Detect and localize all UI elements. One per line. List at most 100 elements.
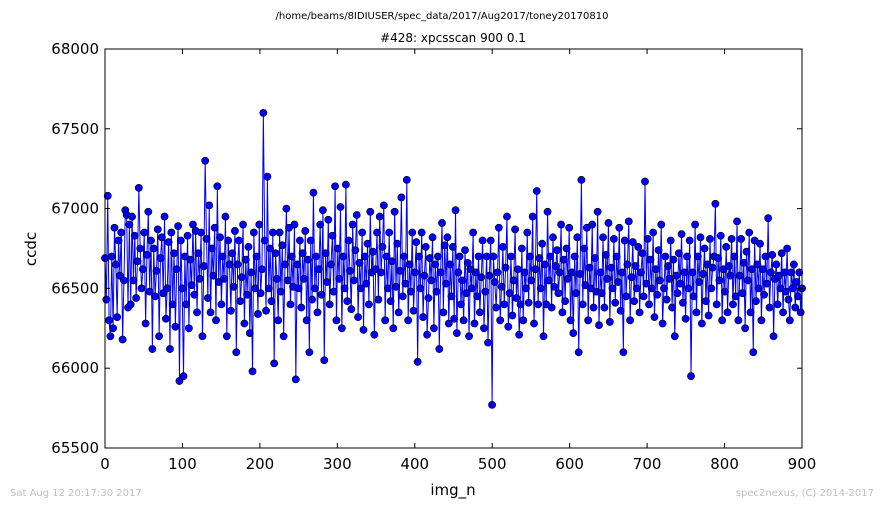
data-point	[336, 203, 345, 211]
y-tick-label: 67500	[51, 120, 99, 138]
data-point	[344, 236, 353, 245]
data-point	[611, 298, 620, 307]
data-point	[482, 252, 491, 261]
data-point	[170, 249, 178, 258]
data-point	[745, 228, 754, 237]
data-point	[712, 300, 721, 309]
data-point	[266, 244, 275, 253]
data-point	[126, 300, 135, 309]
x-tick-label: 200	[246, 455, 275, 473]
data-point	[746, 308, 755, 317]
data-point	[195, 274, 204, 283]
data-point	[699, 270, 708, 278]
data-point	[704, 311, 713, 320]
data-point	[201, 156, 210, 165]
data-point	[572, 289, 580, 298]
data-point	[540, 260, 549, 269]
y-axis-label: ccdc	[22, 232, 40, 266]
data-point	[245, 329, 254, 337]
data-point	[509, 276, 518, 285]
data-point	[406, 287, 415, 296]
data-point	[467, 284, 476, 293]
data-point	[574, 348, 583, 357]
data-point	[298, 249, 307, 258]
data-point	[634, 242, 643, 251]
data-point	[118, 335, 127, 344]
data-point	[616, 306, 625, 315]
data-point	[431, 260, 440, 269]
data-point	[524, 298, 533, 307]
data-point	[607, 263, 616, 272]
data-point	[208, 244, 216, 253]
data-point	[248, 367, 257, 376]
data-point	[339, 252, 348, 261]
data-point	[484, 338, 492, 347]
data-point	[179, 372, 188, 381]
data-point	[672, 271, 681, 280]
data-point	[488, 401, 496, 409]
data-point	[102, 295, 111, 304]
data-point	[438, 219, 446, 227]
data-point	[707, 284, 716, 293]
data-point	[792, 278, 801, 286]
data-point	[105, 316, 113, 325]
data-point	[692, 308, 701, 317]
data-point	[318, 206, 327, 215]
data-point	[392, 282, 400, 291]
data-point	[277, 287, 285, 296]
data-point	[507, 252, 515, 261]
data-point	[413, 357, 422, 366]
data-point	[231, 227, 239, 235]
x-tick-label: 400	[400, 455, 429, 473]
data-point	[294, 284, 303, 293]
data-point	[589, 303, 598, 312]
data-point	[628, 238, 637, 247]
data-point	[324, 215, 333, 224]
data-point	[141, 319, 150, 328]
data-point	[341, 180, 350, 189]
data-point	[784, 295, 793, 304]
data-point	[274, 316, 283, 325]
data-point	[427, 276, 436, 285]
data-point	[435, 345, 444, 353]
data-point	[513, 265, 522, 274]
data-point	[603, 274, 612, 283]
data-point	[436, 268, 445, 277]
data-point	[382, 252, 391, 261]
footer-timestamp: Sat Aug 12 20:17:30 2017	[10, 488, 142, 499]
series-line	[104, 112, 803, 405]
data-point	[423, 330, 432, 339]
data-point	[619, 348, 628, 357]
data-point	[614, 278, 622, 286]
data-point	[172, 265, 181, 274]
data-point	[425, 254, 434, 262]
data-point	[419, 313, 427, 322]
data-point	[350, 276, 358, 285]
data-point	[765, 303, 774, 312]
data-point	[618, 268, 626, 277]
data-point	[447, 292, 456, 301]
data-point	[271, 249, 280, 258]
data-point	[171, 322, 180, 331]
y-tick-label: 67000	[51, 200, 99, 218]
data-point	[133, 257, 142, 266]
data-point	[605, 318, 614, 326]
data-point	[374, 295, 383, 304]
data-point	[153, 225, 162, 234]
data-point	[697, 319, 706, 328]
data-point	[766, 268, 775, 277]
data-point	[687, 372, 695, 381]
data-point	[388, 257, 396, 266]
data-point	[626, 316, 635, 325]
data-point	[160, 212, 169, 221]
data-point	[498, 242, 507, 251]
data-point	[302, 316, 311, 325]
data-point	[526, 252, 534, 261]
data-point	[174, 222, 182, 231]
data-point	[554, 289, 563, 298]
data-point	[500, 300, 509, 309]
data-point	[347, 305, 356, 314]
data-point	[255, 220, 264, 229]
data-point	[622, 292, 630, 301]
data-point	[440, 241, 449, 250]
